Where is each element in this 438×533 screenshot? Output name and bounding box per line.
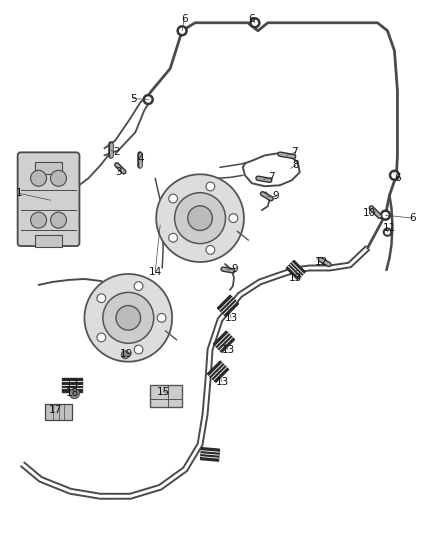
Text: 6: 6 xyxy=(181,14,187,24)
Circle shape xyxy=(134,345,143,354)
Circle shape xyxy=(97,294,106,303)
Circle shape xyxy=(31,171,46,186)
Text: 2: 2 xyxy=(113,147,120,157)
Text: 5: 5 xyxy=(130,93,137,103)
Circle shape xyxy=(250,18,260,28)
Polygon shape xyxy=(286,261,305,279)
Text: 3: 3 xyxy=(115,167,122,177)
Circle shape xyxy=(381,210,390,220)
Circle shape xyxy=(134,282,143,290)
Circle shape xyxy=(146,97,151,102)
Circle shape xyxy=(389,171,399,180)
Text: 13: 13 xyxy=(224,313,237,323)
Circle shape xyxy=(177,26,187,36)
Circle shape xyxy=(121,351,129,359)
Text: 14: 14 xyxy=(148,267,162,277)
Circle shape xyxy=(70,389,79,399)
Circle shape xyxy=(206,246,215,254)
Text: 6: 6 xyxy=(409,213,416,223)
Circle shape xyxy=(384,228,392,236)
Circle shape xyxy=(103,293,154,343)
Circle shape xyxy=(31,212,46,228)
Circle shape xyxy=(169,194,177,203)
Circle shape xyxy=(229,214,238,223)
Polygon shape xyxy=(63,378,82,392)
Text: 4: 4 xyxy=(137,155,144,164)
Text: 12: 12 xyxy=(315,257,328,267)
Circle shape xyxy=(383,213,388,217)
Text: 19: 19 xyxy=(120,349,133,359)
Polygon shape xyxy=(208,361,229,382)
Text: 18: 18 xyxy=(66,387,79,398)
Text: 17: 17 xyxy=(49,405,62,415)
Circle shape xyxy=(85,274,172,362)
Circle shape xyxy=(97,333,106,342)
Text: 1: 1 xyxy=(15,188,22,198)
Text: 6: 6 xyxy=(394,173,401,183)
Text: 9: 9 xyxy=(272,191,279,201)
Text: 13: 13 xyxy=(289,273,302,283)
Circle shape xyxy=(206,182,215,191)
Bar xyxy=(35,163,63,174)
Polygon shape xyxy=(201,448,219,461)
Circle shape xyxy=(188,206,212,230)
Text: 7: 7 xyxy=(291,147,298,157)
Circle shape xyxy=(385,230,389,234)
Polygon shape xyxy=(213,331,235,352)
Circle shape xyxy=(175,193,226,244)
Text: 9: 9 xyxy=(232,264,238,274)
Bar xyxy=(35,235,63,247)
Circle shape xyxy=(169,233,177,242)
Bar xyxy=(150,385,182,407)
Text: 8: 8 xyxy=(293,160,299,171)
Text: 7: 7 xyxy=(268,172,275,182)
Text: 15: 15 xyxy=(156,386,170,397)
Circle shape xyxy=(252,20,258,25)
Text: 10: 10 xyxy=(363,208,376,218)
Circle shape xyxy=(50,212,67,228)
Circle shape xyxy=(143,94,153,104)
Circle shape xyxy=(157,313,166,322)
Bar xyxy=(45,403,72,419)
Circle shape xyxy=(392,173,397,178)
Text: 11: 11 xyxy=(383,223,396,233)
FancyBboxPatch shape xyxy=(18,152,79,246)
Circle shape xyxy=(50,171,67,186)
Text: 13: 13 xyxy=(66,378,79,389)
Circle shape xyxy=(116,305,141,330)
Text: 13: 13 xyxy=(215,377,229,386)
Circle shape xyxy=(156,174,244,262)
Polygon shape xyxy=(217,295,239,317)
Text: 6: 6 xyxy=(249,14,255,24)
Circle shape xyxy=(180,28,184,33)
Text: 13: 13 xyxy=(221,345,235,355)
